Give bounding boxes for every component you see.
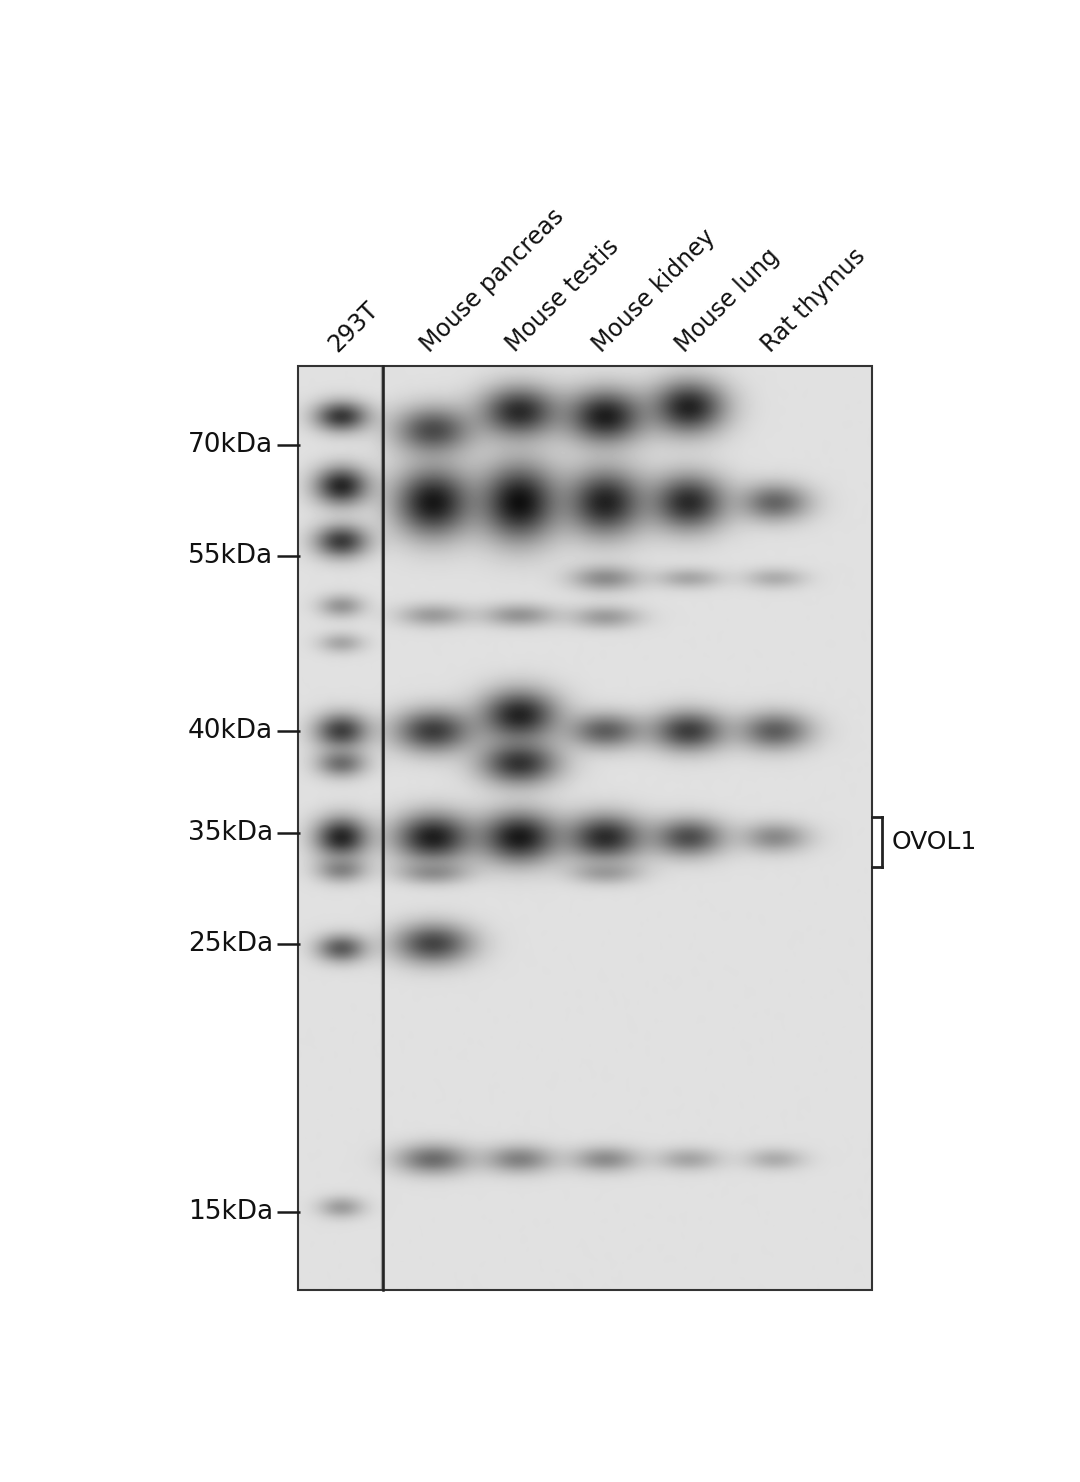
Text: 35kDa: 35kDa — [188, 820, 273, 846]
Text: Mouse pancreas: Mouse pancreas — [416, 205, 569, 357]
Text: OVOL1: OVOL1 — [892, 830, 977, 854]
Text: Mouse kidney: Mouse kidney — [588, 225, 720, 357]
Text: 25kDa: 25kDa — [188, 931, 273, 957]
Text: 15kDa: 15kDa — [188, 1199, 273, 1226]
Text: 70kDa: 70kDa — [188, 431, 273, 458]
Text: 40kDa: 40kDa — [188, 719, 273, 744]
Text: Mouse testis: Mouse testis — [502, 234, 624, 357]
Text: Mouse lung: Mouse lung — [671, 245, 784, 357]
Text: 55kDa: 55kDa — [188, 542, 273, 569]
Bar — [298, 366, 872, 1291]
Text: 293T: 293T — [324, 298, 383, 357]
Text: Rat thymus: Rat thymus — [757, 245, 870, 357]
